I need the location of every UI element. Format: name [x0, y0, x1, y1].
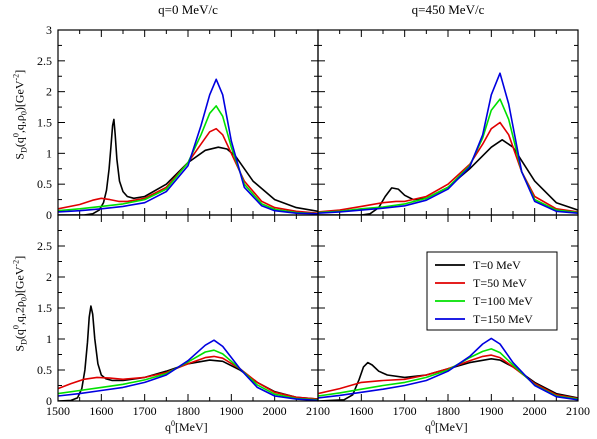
x-tick-label: 1700 [133, 404, 157, 418]
series-line-t-50-mev [318, 121, 578, 213]
y-tick-label: 1 [46, 332, 52, 346]
series-line-t-50-mev [58, 355, 318, 400]
series-line-t-150-mev [58, 78, 318, 215]
x-tick-label: 1600 [349, 404, 373, 418]
series-line-t-100-mev [318, 98, 578, 214]
y-tick-label: 2.5 [37, 54, 52, 68]
y-tick-label: 3 [46, 23, 52, 37]
xlabel-right: q0[MeV] [425, 419, 468, 434]
y-tick-label: 2.5 [37, 239, 52, 253]
ylabel-top: SD(q0,q,ρ0)[GeV-2] [11, 69, 29, 160]
x-tick-label: 2000 [523, 404, 547, 418]
y-tick-label: 0 [46, 208, 52, 222]
y-tick-label: 0.5 [37, 177, 52, 191]
legend-label: T=50 MeV [473, 276, 527, 290]
y-tick-label: 1.5 [37, 116, 52, 130]
x-tick-label: 1800 [436, 404, 460, 418]
panel-frame [57, 29, 319, 216]
ylabel-bottom: SD(q0,q,2ρ0)[GeV-2] [11, 255, 29, 352]
series-line-t-150-mev [58, 339, 318, 401]
x-tick-label: 1900 [479, 404, 503, 418]
panel-frame [57, 214, 319, 402]
title-left: q=0 MeV/c [158, 2, 218, 17]
x-tick-label: 1500 [46, 404, 70, 418]
series-line-t-50-mev [318, 354, 578, 400]
series-line-t-100-mev [58, 105, 318, 215]
x-tick-label: 2000 [263, 404, 287, 418]
legend-label: T=150 MeV [473, 312, 533, 326]
legend-label: T=0 MeV [473, 258, 521, 272]
y-tick-label: 1.5 [37, 301, 52, 315]
series-line-t-0-mev [58, 305, 318, 401]
legend-label: T=100 MeV [473, 294, 533, 308]
x-tick-label: 2100 [306, 404, 330, 418]
series-line-t-100-mev [318, 348, 578, 400]
y-tick-label: 2 [46, 270, 52, 284]
x-tick-label: 1600 [89, 404, 113, 418]
series-line-t-150-mev [318, 72, 578, 214]
series-line-t-100-mev [58, 349, 318, 401]
x-tick-label: 1900 [219, 404, 243, 418]
title-right: q=450 MeV/c [411, 2, 485, 17]
series-line-t-50-mev [58, 127, 318, 214]
x-tick-label: 2100 [566, 404, 590, 418]
xlabel-left: q0[MeV] [165, 419, 208, 434]
y-tick-label: 1 [46, 146, 52, 160]
x-tick-label: 1800 [176, 404, 200, 418]
panel-frame [317, 214, 579, 402]
x-tick-label: 1700 [393, 404, 417, 418]
y-tick-label: 0.5 [37, 363, 52, 377]
y-tick-label: 2 [46, 85, 52, 99]
y-tick-label: 0 [46, 394, 52, 408]
series-line-t-0-mev [58, 118, 318, 215]
series-line-t-150-mev [318, 337, 578, 401]
